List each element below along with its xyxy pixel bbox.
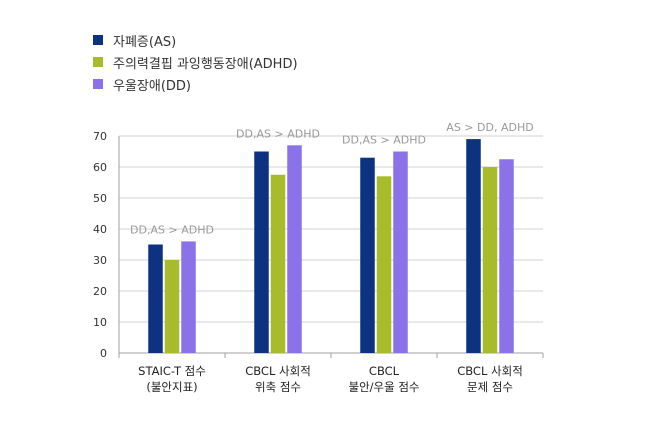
y-tick-label: 20	[93, 285, 107, 298]
y-tick-label: 30	[93, 254, 107, 267]
bar-as-0	[148, 244, 163, 353]
category-label: 불안/우울 점수	[348, 380, 419, 394]
legend: 자폐증(AS) 주의력결핍 과잉행동장애(ADHD) 우울장애(DD)	[93, 29, 298, 95]
group-annotation: DD,AS > ADHD	[130, 223, 214, 236]
bar-as-3	[466, 139, 481, 353]
y-tick-label: 70	[93, 130, 107, 143]
y-tick-label: 60	[93, 161, 107, 174]
y-tick-label: 50	[93, 192, 107, 205]
legend-label-as: 자폐증(AS)	[113, 34, 177, 50]
y-tick-label: 0	[100, 347, 107, 360]
legend-item-dd: 우울장애(DD)	[93, 73, 298, 95]
bar-as-2	[360, 157, 375, 353]
bar-dd-2	[393, 151, 408, 353]
bar-adhd-2	[376, 176, 392, 353]
bar-adhd-0	[164, 260, 180, 353]
legend-item-adhd: 주의력결핍 과잉행동장애(ADHD)	[93, 51, 298, 73]
legend-swatch-as	[93, 35, 103, 45]
category-label: CBCL 사회적	[245, 364, 311, 378]
group-annotation: DD,AS > ADHD	[236, 127, 320, 140]
category-label: 위축 점수	[255, 380, 301, 394]
legend-swatch-dd	[93, 79, 103, 89]
category-label: (불안지표)	[146, 380, 197, 394]
bar-dd-0	[181, 241, 196, 353]
group-annotation: AS > DD, ADHD	[446, 121, 533, 134]
legend-swatch-adhd	[93, 57, 103, 67]
category-label: CBCL 사회적	[457, 364, 523, 378]
y-tick-label: 10	[93, 316, 107, 329]
bar-dd-1	[287, 145, 302, 353]
y-tick-label: 40	[93, 223, 107, 236]
bar-dd-3	[499, 159, 514, 353]
legend-item-as: 자폐증(AS)	[93, 29, 298, 51]
bar-adhd-1	[270, 174, 286, 353]
group-annotation: DD,AS > ADHD	[342, 134, 426, 147]
legend-label-adhd: 주의력결핍 과잉행동장애(ADHD)	[113, 56, 298, 72]
bar-adhd-3	[482, 167, 498, 353]
category-label: 문제 점수	[467, 380, 513, 394]
legend-label-dd: 우울장애(DD)	[113, 78, 192, 94]
category-label: CBCL	[369, 364, 400, 378]
bar-as-1	[254, 151, 269, 353]
category-label: STAIC-T 점수	[138, 364, 206, 378]
